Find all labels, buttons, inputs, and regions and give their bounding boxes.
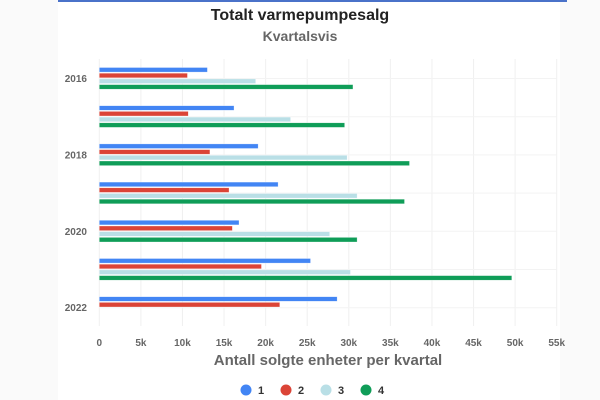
x-tick-label: 25k <box>299 338 316 349</box>
legend-label-3: 3 <box>338 385 344 397</box>
bar-2-2016 <box>99 72 188 79</box>
x-tick-label: 5k <box>135 338 147 349</box>
x-tick-label: 10k <box>174 338 191 349</box>
x-tick-label: 30k <box>340 338 357 349</box>
bar-1-2020 <box>99 220 240 226</box>
bar-4-2018 <box>99 160 410 166</box>
bar-2-2017 <box>99 111 189 117</box>
bar-1-2018 <box>99 143 259 149</box>
bar-2-2018 <box>99 149 211 155</box>
bar-1-2021 <box>99 258 311 264</box>
legend-label-1: 1 <box>258 385 264 397</box>
bar-2-2019 <box>99 187 230 193</box>
y-tick-label: 2020 <box>65 227 88 238</box>
legend-marker-1 <box>240 384 252 396</box>
legend-marker-4 <box>360 384 372 396</box>
x-axis-title: Antall solgte enheter per kvartal <box>214 352 442 369</box>
bar-1-2022 <box>99 296 338 302</box>
bar-3-2019 <box>99 193 358 199</box>
chart-subtitle: Kvartalsvis <box>262 28 338 44</box>
top-accent-line <box>58 0 567 2</box>
bar-3-2018 <box>99 155 348 161</box>
x-tick-label: 50k <box>507 338 524 349</box>
bar-4-2019 <box>99 198 405 205</box>
bar-2-2022 <box>99 302 281 308</box>
legend-marker-3 <box>320 384 332 396</box>
legend-marker-2 <box>280 384 292 396</box>
x-tick-label: 40k <box>424 338 441 349</box>
x-tick-label: 45k <box>465 338 482 349</box>
bar-1-2017 <box>99 105 235 111</box>
y-tick-label: 2022 <box>65 303 88 314</box>
y-tick-label: 2016 <box>65 74 88 85</box>
legend-label-4: 4 <box>378 385 385 397</box>
chart-title: Totalt varmepumpesalg <box>210 7 390 24</box>
x-tick-label: 20k <box>257 338 274 349</box>
bar-3-2017 <box>99 116 291 122</box>
x-tick-label: 0 <box>97 338 103 349</box>
bar-2-2020 <box>99 225 233 231</box>
bar-3-2021 <box>99 269 351 275</box>
y-tick-label: 2018 <box>65 150 88 161</box>
bar-2-2021 <box>99 263 262 270</box>
bar-3-2016 <box>99 78 256 84</box>
bar-4-2016 <box>99 84 354 90</box>
bar-4-2021 <box>99 275 513 281</box>
x-tick-label: 35k <box>382 338 399 349</box>
bar-3-2020 <box>99 231 330 237</box>
bar-1-2019 <box>99 181 279 187</box>
bar-4-2017 <box>99 122 345 128</box>
x-tick-label: 55k <box>548 338 565 349</box>
x-tick-label: 15k <box>216 338 233 349</box>
legend-label-2: 2 <box>298 385 304 397</box>
bar-4-2020 <box>99 237 358 243</box>
bar-1-2016 <box>99 67 208 73</box>
